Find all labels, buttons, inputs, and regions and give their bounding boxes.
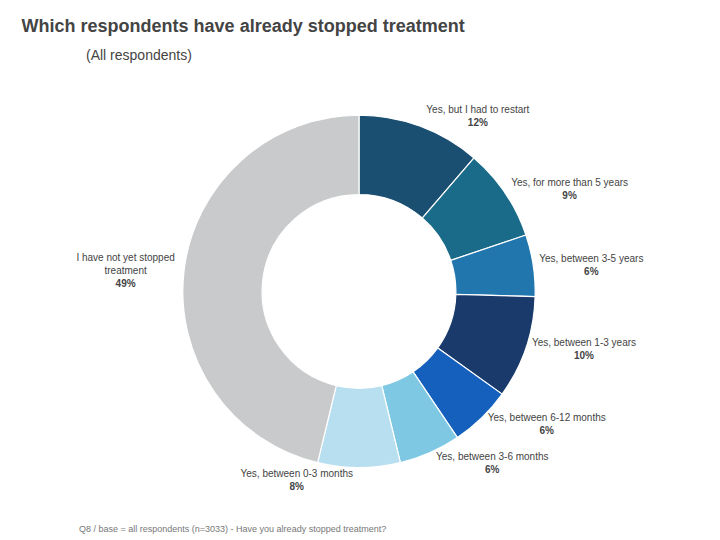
svg-text:Yes, between 6-12 months6%: Yes, between 6-12 months6% [488, 412, 606, 436]
svg-text:Yes, between 3-5 years6%: Yes, between 3-5 years6% [539, 253, 643, 277]
svg-text:Which respondents have already: Which respondents have already stopped t… [22, 16, 465, 36]
svg-text:Yes, but I had to restart12%: Yes, but I had to restart12% [426, 104, 529, 128]
svg-text:Yes, between 0-3 months8%: Yes, between 0-3 months8% [241, 468, 353, 492]
svg-text:Yes, between 3-6 months6%: Yes, between 3-6 months6% [436, 451, 548, 475]
svg-text:Yes, between 1-3 years10%: Yes, between 1-3 years10% [532, 337, 636, 361]
svg-text:Q8 / base = all respondents (n: Q8 / base = all respondents (n=3033) - H… [79, 524, 386, 534]
svg-text:Yes, for more than 5 years9%: Yes, for more than 5 years9% [511, 177, 628, 201]
svg-text:(All respondents): (All respondents) [86, 47, 192, 63]
svg-text:I have not yet stoppedtreatmen: I have not yet stoppedtreatment49% [76, 252, 174, 289]
